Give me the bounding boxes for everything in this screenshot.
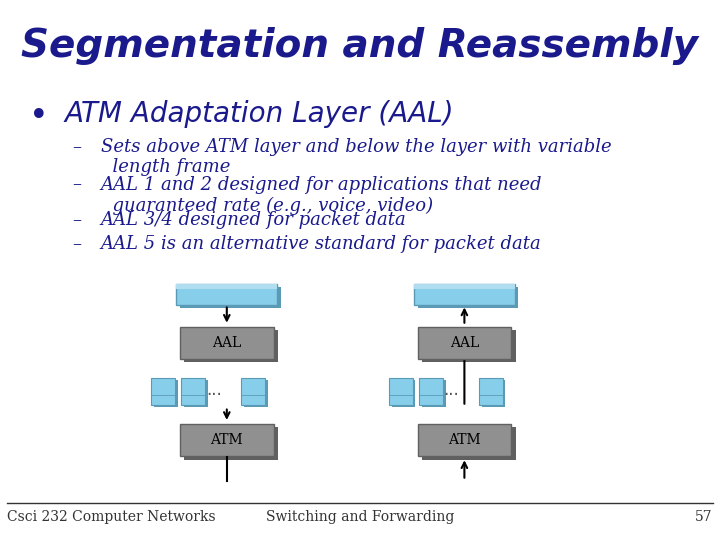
- FancyBboxPatch shape: [184, 427, 278, 460]
- FancyBboxPatch shape: [422, 380, 446, 407]
- Text: 57: 57: [696, 510, 713, 524]
- FancyBboxPatch shape: [176, 284, 277, 305]
- Text: ...: ...: [444, 381, 459, 400]
- FancyBboxPatch shape: [419, 378, 443, 405]
- Text: ATM Adaptation Layer (AAL): ATM Adaptation Layer (AAL): [65, 100, 454, 128]
- Text: Switching and Forwarding: Switching and Forwarding: [266, 510, 454, 524]
- FancyBboxPatch shape: [154, 380, 178, 407]
- Text: Segmentation and Reassembly: Segmentation and Reassembly: [22, 27, 698, 65]
- Text: Csci 232 Computer Networks: Csci 232 Computer Networks: [7, 510, 216, 524]
- FancyBboxPatch shape: [482, 380, 505, 407]
- FancyBboxPatch shape: [479, 378, 503, 405]
- FancyBboxPatch shape: [180, 424, 274, 456]
- FancyBboxPatch shape: [392, 380, 415, 407]
- FancyBboxPatch shape: [389, 378, 413, 405]
- Text: ATM: ATM: [210, 433, 243, 447]
- Text: Sets above ATM layer and below the layer with variable
  length frame: Sets above ATM layer and below the layer…: [101, 138, 611, 177]
- Text: ...: ...: [206, 381, 222, 400]
- FancyBboxPatch shape: [414, 284, 515, 289]
- FancyBboxPatch shape: [418, 287, 518, 308]
- FancyBboxPatch shape: [184, 330, 278, 362]
- FancyBboxPatch shape: [244, 380, 268, 407]
- Text: AAL 5 is an alternative standard for packet data: AAL 5 is an alternative standard for pac…: [101, 235, 541, 253]
- FancyBboxPatch shape: [418, 424, 511, 456]
- FancyBboxPatch shape: [176, 284, 277, 289]
- Text: AAL 3/4 designed for packet data: AAL 3/4 designed for packet data: [101, 211, 407, 228]
- Text: AAL: AAL: [212, 336, 241, 350]
- Text: –: –: [72, 138, 81, 156]
- FancyBboxPatch shape: [184, 380, 208, 407]
- FancyBboxPatch shape: [414, 284, 515, 305]
- FancyBboxPatch shape: [422, 330, 516, 362]
- FancyBboxPatch shape: [151, 378, 175, 405]
- Text: –: –: [72, 211, 81, 228]
- FancyBboxPatch shape: [241, 378, 265, 405]
- Text: AAL 1 and 2 designed for applications that need
  guaranteed rate (e.g., voice, : AAL 1 and 2 designed for applications th…: [101, 176, 542, 214]
- Text: –: –: [72, 235, 81, 253]
- Text: AAL: AAL: [450, 336, 479, 350]
- Text: –: –: [72, 176, 81, 193]
- Text: •: •: [29, 100, 48, 133]
- Text: ATM: ATM: [448, 433, 481, 447]
- FancyBboxPatch shape: [422, 427, 516, 460]
- FancyBboxPatch shape: [418, 327, 511, 359]
- FancyBboxPatch shape: [180, 287, 281, 308]
- FancyBboxPatch shape: [180, 327, 274, 359]
- FancyBboxPatch shape: [181, 378, 205, 405]
